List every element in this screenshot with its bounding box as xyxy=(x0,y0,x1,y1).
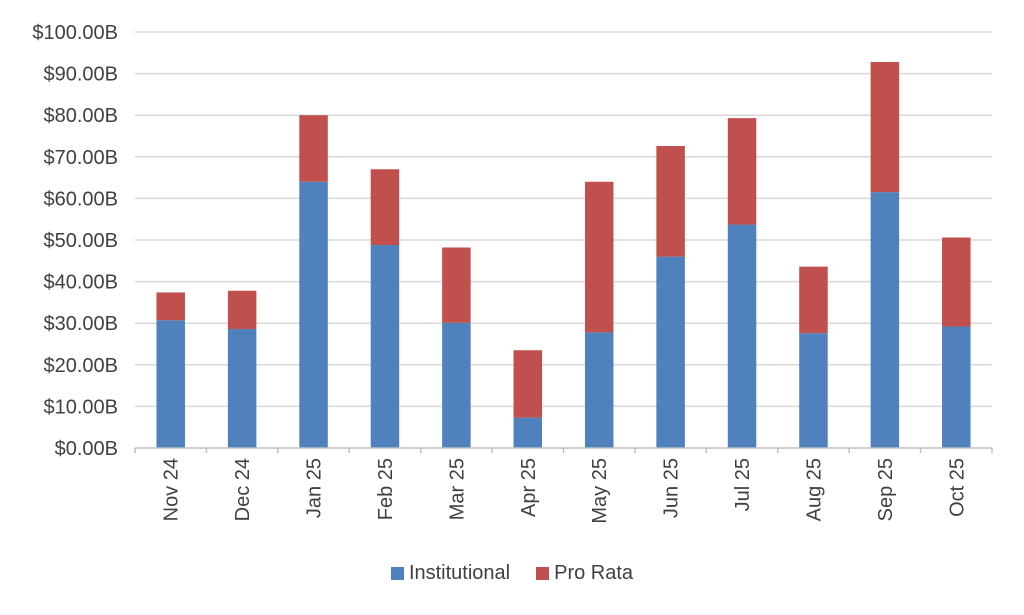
bar-pro-rata-jul-25 xyxy=(727,118,757,225)
x-axis-label: Apr 25 xyxy=(518,458,540,517)
bar-institutional-mar-25 xyxy=(442,322,471,448)
x-axis-label: Oct 25 xyxy=(946,458,968,517)
x-axis-label: Feb 25 xyxy=(375,458,397,520)
x-axis-label: Mar 25 xyxy=(446,458,468,520)
y-axis-label: $100.00B xyxy=(32,22,118,44)
legend-swatch-pro-rata-icon xyxy=(536,567,550,580)
bar-institutional-oct-25 xyxy=(942,326,971,448)
y-axis-label: $10.00B xyxy=(43,396,118,418)
x-axis-label: Jan 25 xyxy=(304,458,326,518)
x-axis-label: May 25 xyxy=(589,458,611,524)
y-axis-label: $50.00B xyxy=(43,230,118,252)
bar-institutional-jun-25 xyxy=(656,256,685,448)
y-axis-label: $0.00B xyxy=(55,438,118,460)
bar-pro-rata-may-25 xyxy=(584,181,614,333)
bar-institutional-sep-25 xyxy=(870,192,900,448)
bar-pro-rata-dec-24 xyxy=(227,290,257,330)
legend-swatch-institutional-icon xyxy=(390,567,404,580)
y-axis-label: $70.00B xyxy=(43,147,118,169)
bar-institutional-aug-25 xyxy=(799,333,828,448)
bar-institutional-apr-25 xyxy=(513,417,543,448)
bar-pro-rata-mar-25 xyxy=(442,247,471,323)
bar-pro-rata-jan-25 xyxy=(299,115,328,182)
bar-pro-rata-aug-25 xyxy=(799,266,828,334)
bar-institutional-jul-25 xyxy=(727,224,757,448)
legend-label-pro-rata: Pro Rata xyxy=(554,562,634,584)
bar-pro-rata-jun-25 xyxy=(656,145,685,257)
legend-item-pro-rata: Pro Rata xyxy=(536,562,633,585)
y-axis-label: $40.00B xyxy=(43,272,118,294)
x-axis-label: Nov 24 xyxy=(161,458,183,521)
y-axis-label: $60.00B xyxy=(43,188,118,210)
bar-pro-rata-apr-25 xyxy=(513,350,543,418)
x-axis-label: Jun 25 xyxy=(661,458,683,518)
bar-institutional-dec-24 xyxy=(227,329,257,448)
bar-institutional-nov-24 xyxy=(156,320,185,448)
legend-label-institutional: Institutional xyxy=(408,562,511,584)
legend: Institutional Pro Rata xyxy=(0,562,1024,585)
bar-institutional-jan-25 xyxy=(299,181,328,448)
y-axis-label: $90.00B xyxy=(43,64,118,86)
x-axis-label: Sep 25 xyxy=(875,458,897,521)
bar-pro-rata-oct-25 xyxy=(942,237,971,327)
x-axis-label: Jul 25 xyxy=(732,458,754,511)
legend-item-institutional: Institutional xyxy=(390,562,511,585)
bar-institutional-feb-25 xyxy=(370,244,400,448)
bar-pro-rata-nov-24 xyxy=(156,292,185,321)
y-axis-label: $30.00B xyxy=(43,313,118,335)
bar-institutional-may-25 xyxy=(584,332,614,448)
bar-pro-rata-feb-25 xyxy=(370,169,400,245)
x-axis-label: Aug 25 xyxy=(803,458,825,521)
y-axis-label: $20.00B xyxy=(43,355,118,377)
bar-pro-rata-sep-25 xyxy=(870,61,900,193)
x-axis-label: Dec 24 xyxy=(232,458,254,521)
y-axis-label: $80.00B xyxy=(43,105,118,127)
